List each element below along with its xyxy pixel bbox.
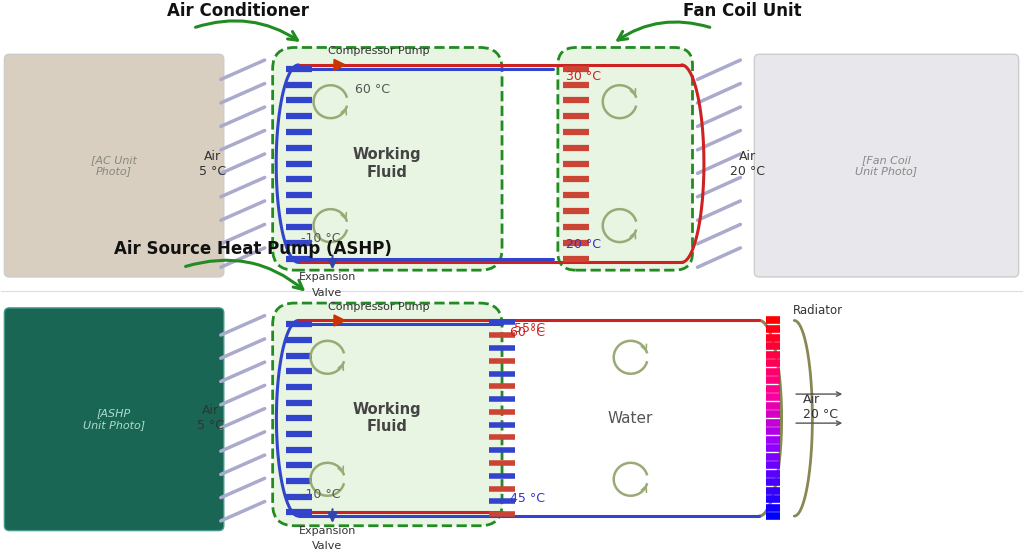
Text: -10 °C: -10 °C (301, 231, 340, 245)
Text: Expansion: Expansion (299, 526, 356, 536)
Text: Air Source Heat Pump (ASHP): Air Source Heat Pump (ASHP) (114, 240, 391, 258)
Text: Compressor Pump: Compressor Pump (328, 46, 429, 56)
Text: 20 °C: 20 °C (566, 239, 601, 251)
Text: Air Conditioner: Air Conditioner (167, 2, 309, 21)
Text: 60 °C: 60 °C (355, 83, 390, 95)
Text: Air
20 °C: Air 20 °C (803, 393, 839, 421)
Text: Radiator: Radiator (794, 304, 844, 316)
Text: Working
Fluid: Working Fluid (353, 402, 422, 435)
Text: [Fan Coil
Unit Photo]: [Fan Coil Unit Photo] (855, 155, 918, 176)
Text: Valve: Valve (312, 287, 343, 297)
Text: Air
5 °C: Air 5 °C (198, 404, 224, 432)
Text: 30 °C: 30 °C (566, 70, 601, 83)
Text: [AC Unit
Photo]: [AC Unit Photo] (91, 155, 137, 176)
Text: Working
Fluid: Working Fluid (353, 148, 422, 180)
Text: Expansion: Expansion (299, 272, 356, 282)
Text: -10 °C: -10 °C (301, 488, 340, 501)
Text: 45 °C: 45 °C (510, 492, 545, 505)
FancyBboxPatch shape (272, 48, 502, 270)
Text: Air
5 °C: Air 5 °C (200, 150, 226, 178)
Text: 55°C: 55°C (514, 322, 545, 335)
Text: Fan Coil Unit: Fan Coil Unit (683, 2, 802, 21)
Text: Air
20 °C: Air 20 °C (730, 150, 765, 178)
Text: Compressor Pump: Compressor Pump (328, 302, 429, 312)
FancyBboxPatch shape (272, 303, 502, 526)
FancyBboxPatch shape (4, 308, 224, 531)
Text: [ASHP
Unit Photo]: [ASHP Unit Photo] (83, 408, 145, 430)
FancyBboxPatch shape (558, 48, 692, 270)
Text: Valve: Valve (312, 541, 343, 551)
FancyBboxPatch shape (755, 54, 1019, 277)
FancyBboxPatch shape (4, 54, 224, 277)
Text: 60 °C: 60 °C (510, 326, 545, 339)
Text: Water: Water (608, 411, 653, 426)
